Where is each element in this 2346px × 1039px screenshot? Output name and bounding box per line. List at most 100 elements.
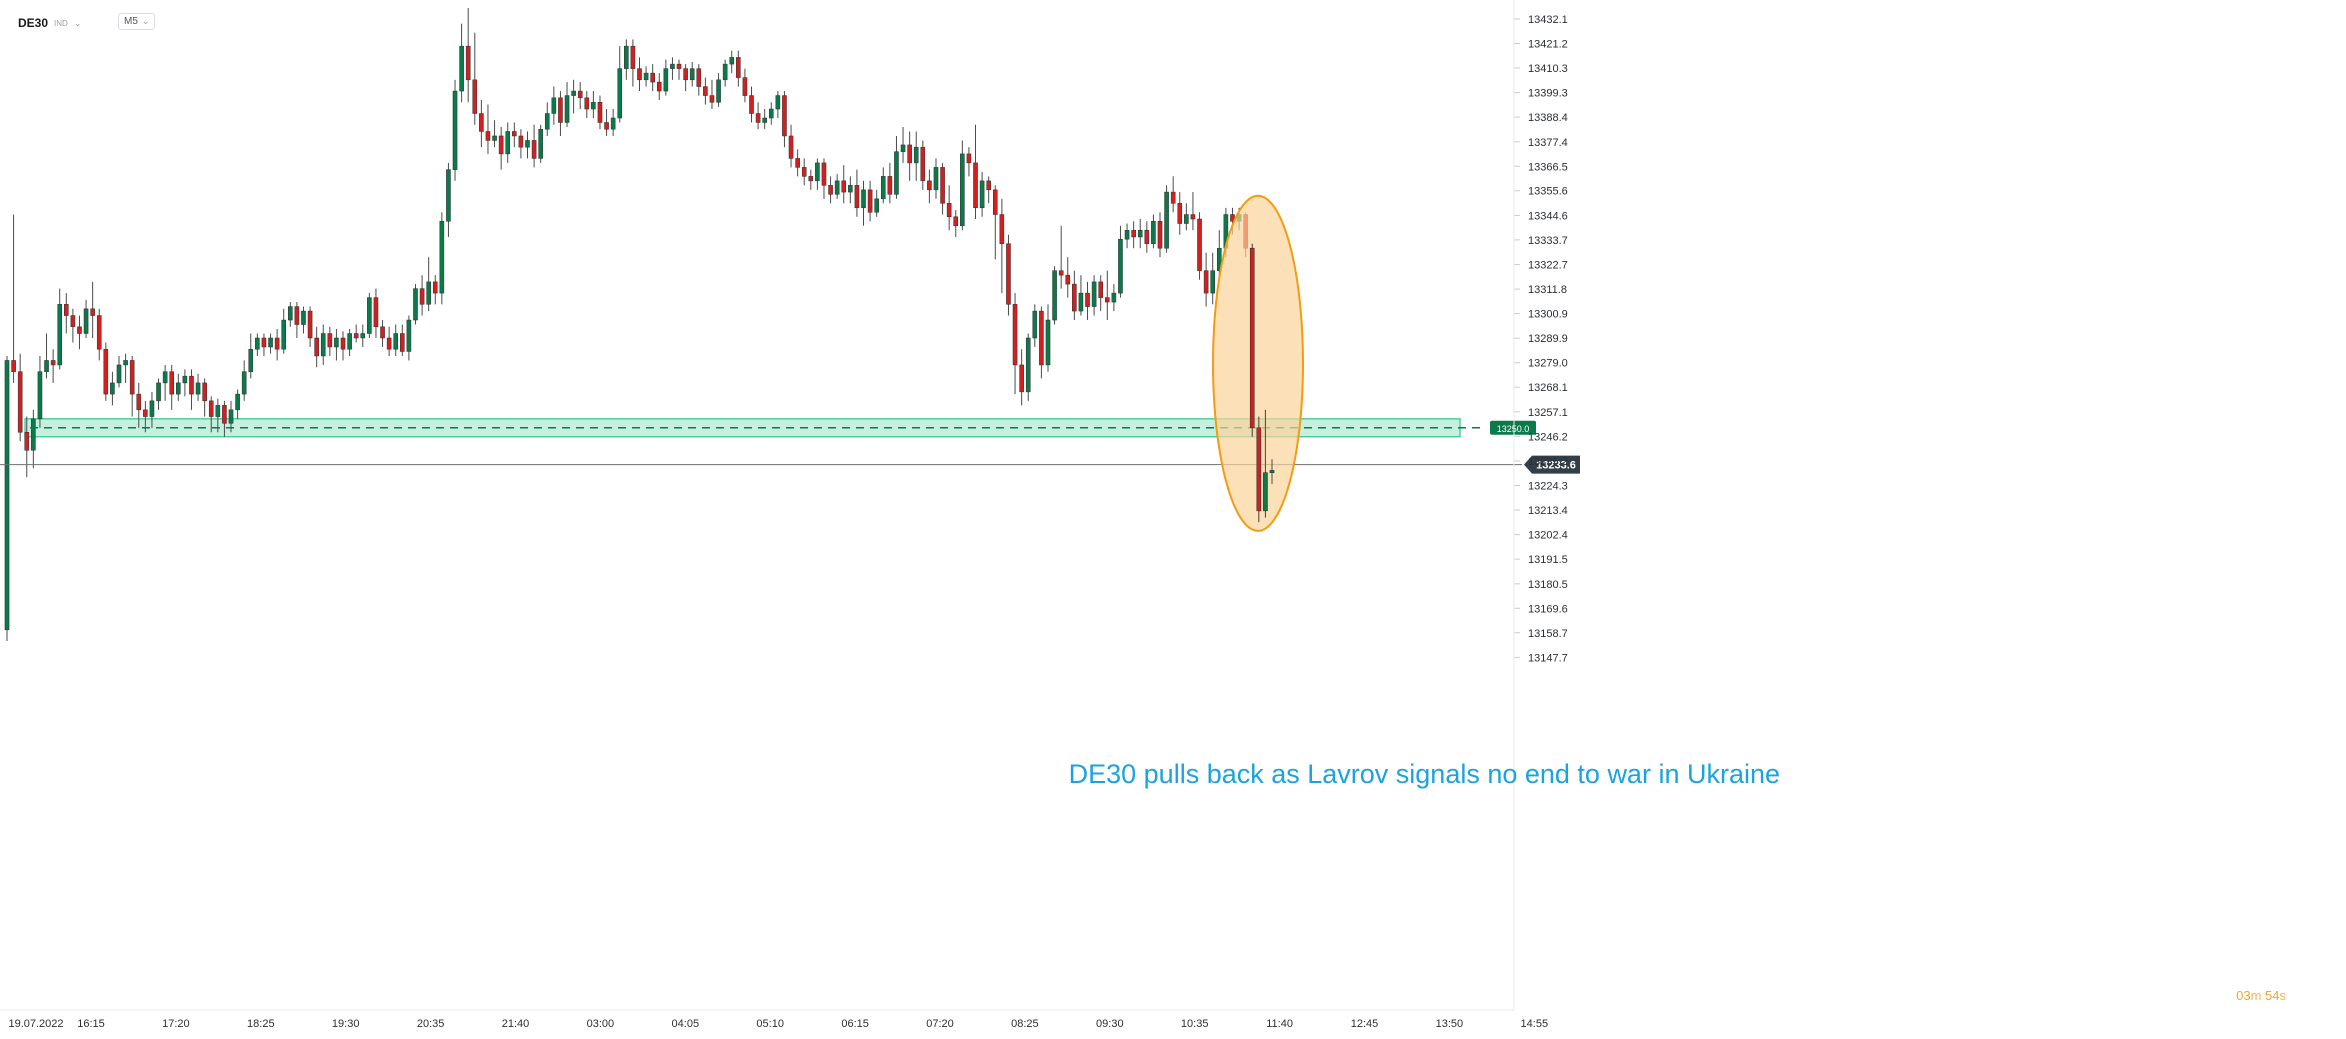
candle-bearish	[854, 169, 860, 217]
candle-body	[353, 333, 359, 339]
candle-bearish	[400, 324, 405, 356]
alert-price-tag[interactable]: 13250.0	[1490, 420, 1536, 435]
candle-body	[1157, 221, 1163, 249]
x-tick-label: 09:30	[1096, 1018, 1124, 1030]
candle-bearish	[966, 147, 972, 177]
x-tick-label: 05:10	[756, 1018, 784, 1030]
candle-bearish	[531, 124, 537, 168]
candle-bearish	[907, 131, 912, 181]
candle-bearish	[90, 281, 95, 338]
x-tick-label: 19.07.2022	[8, 1018, 63, 1030]
candle-body	[525, 140, 530, 148]
symbol-label[interactable]: DE30	[18, 16, 49, 30]
candle-body	[716, 79, 721, 103]
candle-bullish	[571, 79, 576, 114]
candle-body	[755, 113, 761, 123]
candle-body	[1137, 229, 1143, 238]
candle-bullish	[775, 91, 781, 118]
chevron-down-icon[interactable]: ⌄	[73, 17, 82, 28]
candle-bullish	[544, 102, 550, 136]
candle-body	[103, 348, 109, 395]
candle-bearish	[103, 342, 109, 401]
x-tick-label: 20:35	[417, 1018, 445, 1030]
timeframe-selector[interactable]: M5 ⌄	[118, 13, 156, 30]
candle-body	[933, 167, 939, 191]
candle-bullish	[1210, 252, 1215, 305]
candle-bearish	[887, 162, 893, 204]
candle-bearish	[749, 86, 754, 123]
candle-body	[1230, 214, 1235, 222]
candle-bullish	[393, 324, 399, 356]
candle-body	[228, 409, 234, 424]
candle-bullish	[1025, 333, 1031, 401]
candle-bullish	[110, 371, 115, 406]
candle-body	[156, 382, 161, 402]
candle-body	[676, 63, 682, 69]
candle-bearish	[795, 149, 800, 177]
candle-body	[1006, 243, 1011, 305]
x-tick-label: 21:40	[502, 1018, 530, 1030]
candle-body	[1269, 470, 1275, 473]
candle-bearish	[1170, 176, 1176, 213]
candle-bearish	[683, 64, 688, 92]
candle-body	[1256, 427, 1262, 512]
candle-body	[788, 135, 794, 159]
instrument-header[interactable]: DE30 IND ⌄	[18, 16, 81, 30]
candle-bearish	[24, 416, 30, 478]
candle-body	[281, 319, 287, 350]
candle-body	[1025, 337, 1031, 393]
candle-bullish	[979, 171, 985, 217]
indicator-label: IND	[54, 18, 68, 28]
candle-body	[24, 432, 30, 451]
candle-bearish	[1058, 225, 1064, 289]
candle-bearish	[70, 308, 76, 343]
candle-bullish	[1164, 185, 1169, 253]
candle-body	[288, 306, 293, 321]
candle-body	[129, 360, 135, 395]
candle-bearish	[1249, 243, 1255, 437]
candle-body	[1019, 364, 1024, 393]
candle-body	[913, 146, 919, 164]
candle-bearish	[222, 400, 227, 437]
candle-bearish	[630, 39, 636, 87]
candle-body	[762, 117, 767, 123]
candle-body	[294, 306, 300, 325]
candle-body	[900, 144, 906, 152]
candle-body	[1118, 238, 1123, 294]
candle-bearish	[1157, 212, 1163, 258]
candle-bullish	[1032, 304, 1038, 347]
candle-body	[907, 144, 912, 164]
candle-bullish	[880, 167, 886, 204]
candle-bearish	[782, 91, 787, 148]
current-price-tag-label: 13233.6	[1536, 460, 1576, 472]
countdown-seconds: 54	[2265, 988, 2280, 1003]
candle-bullish	[162, 364, 168, 401]
overlay-layer: 13250.0 13233.6	[0, 194, 1580, 532]
candle-bullish	[848, 176, 853, 204]
candle-body	[498, 135, 504, 155]
candle-body	[1032, 310, 1038, 339]
candle-body	[841, 180, 847, 193]
candle-body	[162, 371, 168, 384]
candle-body	[782, 95, 787, 137]
timeframe-label: M5	[124, 16, 138, 27]
candle-body	[966, 153, 972, 164]
candle-body	[709, 95, 715, 103]
candle-body	[1085, 292, 1090, 307]
x-tick-label: 13:50	[1436, 1018, 1464, 1030]
candle-bullish	[900, 126, 906, 163]
candle-bullish	[459, 23, 464, 103]
candle-bearish	[650, 64, 655, 92]
axis-layer: 13432.1 13421.2 13410.3 13399.3 13388.4 13377…	[0, 0, 1568, 1030]
candle-body	[492, 135, 497, 141]
candle-bearish	[432, 275, 438, 305]
candle-bullish	[1052, 266, 1057, 325]
candle-bearish	[1098, 275, 1103, 312]
candle-body	[373, 297, 379, 328]
candle-bullish	[1184, 203, 1189, 231]
candle-body	[1249, 247, 1255, 429]
candle-body	[703, 86, 708, 96]
candle-bearish	[261, 333, 267, 356]
candle-body	[795, 158, 800, 168]
